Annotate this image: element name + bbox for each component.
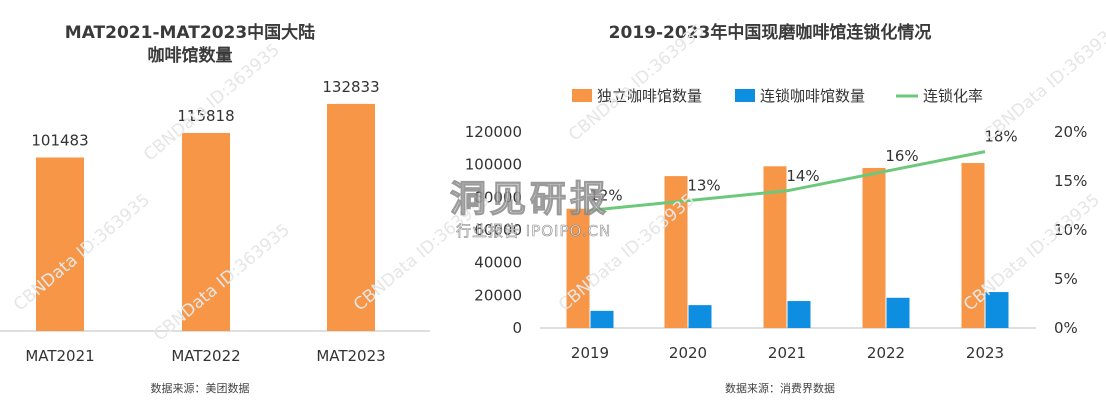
y-left-tick-label: 40000 [474,254,522,272]
y-left-tick-label: 80000 [474,188,522,206]
rate-data-label: 14% [786,167,819,185]
y-left-tick-label: 0 [512,319,522,337]
bar-chain [787,301,811,328]
x-tick-label: 2021 [768,344,806,362]
y-right-tick-label: 15% [1054,172,1087,190]
x-tick-label: 2022 [867,344,905,362]
bar [182,132,230,331]
y-left-tick-label: 60000 [474,221,522,239]
bar [327,103,375,331]
bar [36,157,84,331]
rate-data-label: 18% [984,128,1017,146]
bar-chain [688,305,712,328]
y-right-tick-label: 20% [1054,123,1087,141]
legend-swatch-independent [572,89,592,102]
legend-label: 独立咖啡馆数量 [597,87,702,105]
right-chart-source: 数据来源：消费界数据 [725,382,835,395]
legend-swatch-chain [735,89,755,102]
rate-data-label: 13% [687,177,720,195]
bar-chain [985,292,1009,328]
y-right-tick-label: 0% [1054,319,1078,337]
y-left-tick-label: 120000 [465,123,522,141]
legend-label: 连锁化率 [923,87,983,105]
bar-chain [886,297,910,328]
left-chart-title: MAT2021-MAT2023中国大陆 咖啡馆数量 [60,22,320,68]
bar-independent [664,176,688,328]
left-chart-title-line1: MAT2021-MAT2023中国大陆 [64,23,316,43]
data-label: 132833 [322,78,379,96]
x-tick-label: MAT2022 [171,347,240,365]
bar-independent [566,208,590,328]
data-label: 115818 [177,107,234,125]
y-left-tick-label: 100000 [465,156,522,174]
left-chart-title-line2: 咖啡馆数量 [147,46,233,66]
bar-independent [763,166,787,328]
bar-independent [961,163,985,328]
left-chart-source: 数据来源：美团数据 [150,382,250,395]
rate-data-label: 16% [885,147,918,165]
y-right-tick-label: 10% [1054,221,1087,239]
x-tick-label: MAT2023 [316,347,385,365]
x-tick-label: 2020 [669,344,707,362]
x-tick-label: MAT2021 [25,347,94,365]
data-label: 101483 [31,131,88,149]
left-chart: 101483 MAT2021 115818 MAT2022 132833 MAT2023 [0,78,430,365]
right-chart-title: 2019-2023年中国现磨咖啡馆连锁化情况 [608,23,932,43]
legend-label: 连锁咖啡馆数量 [760,87,865,105]
line-chain-rate [589,150,986,212]
bar-independent [862,167,886,328]
rate-data-label: 12% [589,186,622,204]
y-right-tick-label: 5% [1054,270,1078,288]
y-left-tick-label: 20000 [474,286,522,304]
x-tick-label: 2023 [966,344,1004,362]
x-tick-label: 2019 [571,344,609,362]
bar-chain [590,310,614,328]
